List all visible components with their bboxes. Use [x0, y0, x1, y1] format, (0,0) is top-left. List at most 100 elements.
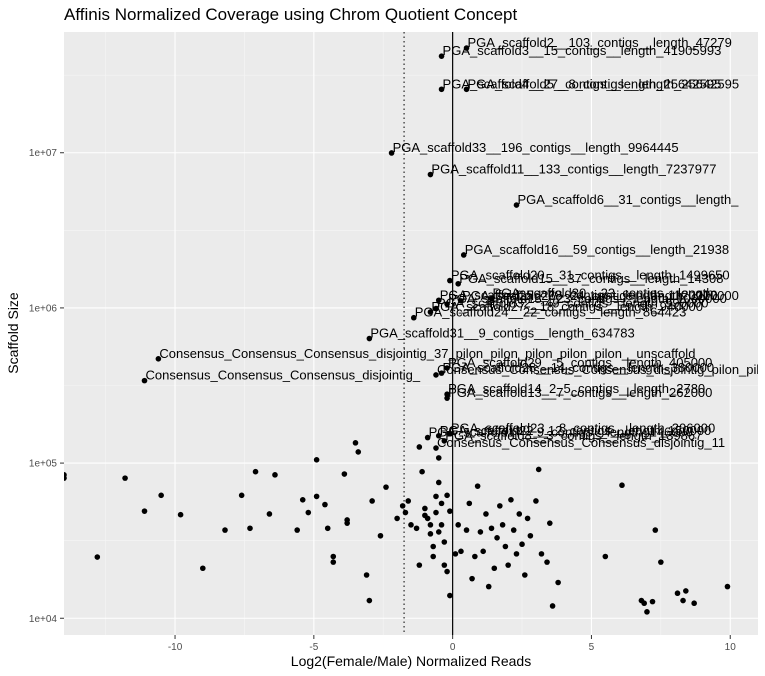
- labeled-data-point: [488, 295, 495, 302]
- point-label: Consensus_Consensus_Consensus_disjointig…: [437, 362, 765, 377]
- data-point: [505, 562, 511, 568]
- point-label: PGA_scaffold8__3_contigs__length_139867: [445, 428, 702, 443]
- point-labels: PGA_scaffold2__103_contigs__length_47279…: [146, 35, 765, 450]
- labeled-data-point: [444, 395, 450, 401]
- data-point: [330, 559, 337, 565]
- labeled-data-point: [438, 370, 445, 376]
- y-tick-label: 1e+04: [29, 614, 58, 625]
- data-point: [555, 579, 561, 586]
- data-point: [294, 527, 300, 533]
- labeled-data-point: [513, 202, 520, 208]
- data-point: [324, 525, 331, 532]
- data-point: [497, 503, 503, 509]
- labeled-data-point: [388, 150, 395, 156]
- data-point: [472, 553, 478, 560]
- data-point: [549, 603, 556, 609]
- point-label: Consensus_Consensus_Consensus_disjointig…: [437, 435, 725, 450]
- data-point: [408, 522, 414, 528]
- data-point: [483, 511, 489, 517]
- x-axis-label: Log2(Female/Male) Normalized Reads: [291, 653, 531, 669]
- point-label: PGA_scaffold24__22_contigs__length_86442…: [415, 305, 687, 320]
- data-point: [433, 493, 439, 500]
- point-label: PGA_scaffold20__31_contigs__length_14996…: [451, 268, 730, 283]
- data-point: [427, 522, 434, 528]
- data-point: [658, 559, 664, 565]
- point-label: PGA_scaffold2__103_contigs__length_47279: [468, 35, 732, 50]
- point-label: PGA_scaffold28__14_contigs__length_38000…: [443, 360, 715, 375]
- data-point: [430, 543, 437, 550]
- data-point: [683, 588, 689, 594]
- labeled-data-point: [438, 86, 445, 93]
- point-label: PGA_scaffold15__37_contigs__length_14308: [459, 271, 723, 286]
- data-point: [222, 527, 228, 533]
- data-point: [455, 522, 461, 528]
- data-point: [691, 600, 697, 607]
- labeled-data-point: [433, 372, 439, 378]
- data-point: [313, 493, 320, 500]
- data-point: [444, 492, 450, 499]
- point-label: PGA_scaffold23__8_contigs__length_206000: [451, 421, 715, 436]
- data-point: [433, 509, 439, 516]
- data-point: [477, 529, 484, 535]
- point-label: PGA_scaffold30__23_contigs__length_: [493, 285, 722, 300]
- data-point: [266, 511, 273, 517]
- data-point: [602, 553, 609, 560]
- y-tick-label: 1e+05: [29, 459, 58, 470]
- data-point: [416, 562, 423, 568]
- x-tick-label: 10: [725, 642, 737, 653]
- x-tick-label: -10: [168, 642, 183, 653]
- data-point: [272, 472, 278, 478]
- data-point: [366, 597, 373, 604]
- data-point: [369, 498, 375, 504]
- data-point: [447, 592, 453, 599]
- data-point: [441, 562, 448, 568]
- data-point: [238, 492, 245, 499]
- data-point: [480, 548, 486, 555]
- labeled-data-point: [410, 314, 417, 321]
- data-point: [399, 503, 406, 509]
- data-point: [313, 456, 320, 463]
- labeled-data-point: [433, 305, 439, 312]
- data-point: [394, 515, 400, 522]
- labeled-data-point: [366, 335, 373, 342]
- data-point: [299, 496, 306, 503]
- labeled-data-point: [460, 252, 467, 258]
- labeled-data-point: [427, 309, 434, 315]
- data-point: [355, 449, 362, 455]
- point-label: PGA_scaffold29__5_contigs__length_405000: [448, 355, 712, 370]
- data-point: [252, 468, 259, 475]
- labeled-data-point: [438, 53, 445, 59]
- y-tick-label: 1e+07: [29, 148, 58, 159]
- labeled-data-point: [441, 438, 448, 444]
- data-point: [538, 551, 545, 557]
- data-point: [508, 496, 514, 503]
- labeled-data-point: [463, 86, 470, 93]
- data-point: [177, 511, 184, 518]
- point-label: PGA_scaffold14_2_5_contigs__length_2780: [448, 381, 705, 396]
- y-axis-ticks: 1e+04 1e+05 1e+06 1e+07: [29, 148, 64, 625]
- data-point: [322, 501, 328, 508]
- data-point: [547, 520, 553, 526]
- data-point: [463, 527, 470, 533]
- data-point: [419, 468, 425, 475]
- data-point: [533, 498, 539, 504]
- data-point: [416, 444, 423, 450]
- data-point: [430, 553, 437, 560]
- y-axis-label: Scaffold Size: [5, 292, 21, 374]
- data-point: [619, 482, 625, 489]
- data-point: [444, 568, 450, 575]
- data-point: [158, 492, 164, 499]
- labeled-data-point: [435, 432, 442, 439]
- data-point: [122, 475, 128, 481]
- labeled-data-point: [444, 391, 450, 398]
- data-point: [352, 440, 359, 446]
- labeled-data-point: [444, 301, 450, 307]
- data-point: [427, 531, 434, 537]
- data-point: [724, 583, 731, 590]
- point-label: PGA_scaffold16__59_contigs__length_21938: [465, 242, 729, 257]
- data-point: [649, 598, 656, 605]
- labeled-data-point: [427, 171, 434, 178]
- data-point: [94, 554, 101, 560]
- point-label: PGA_scaffold25__28_contigs__length_11200…: [440, 287, 718, 302]
